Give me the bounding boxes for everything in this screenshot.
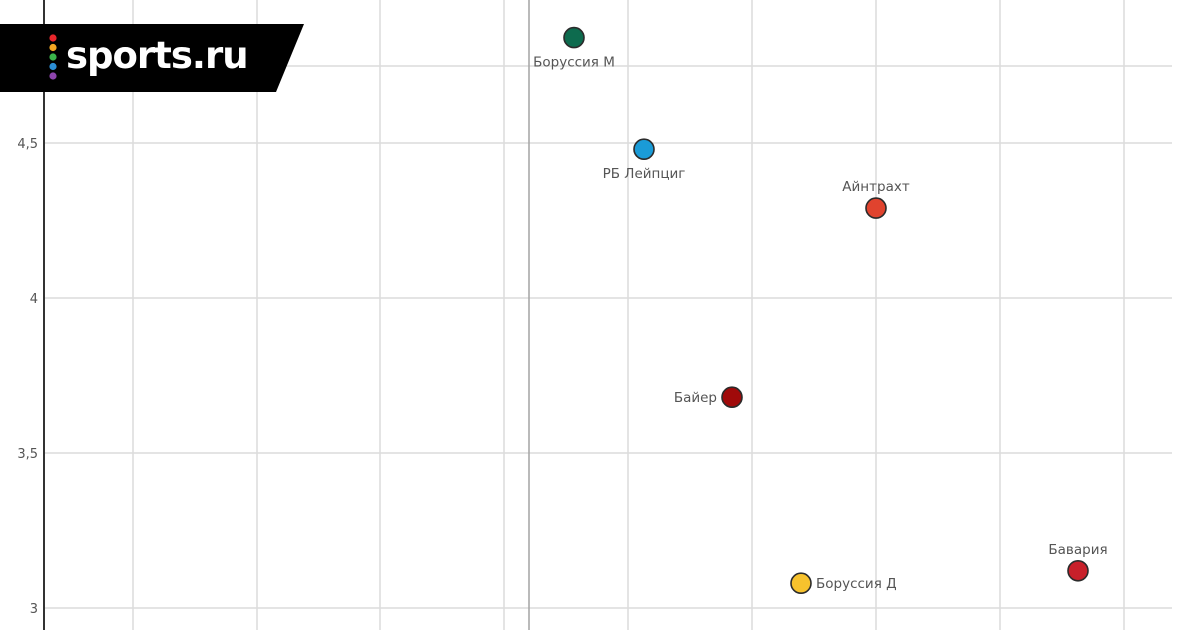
reference-lines	[528, 0, 530, 630]
data-point[interactable]	[721, 386, 743, 409]
data-point[interactable]	[865, 197, 887, 219]
y-tick-labels: 33,544,555,56	[17, 137, 38, 617]
logo-dots-icon	[49, 34, 57, 80]
y-tick-label: 4	[30, 292, 38, 307]
y-tick-label: 4,5	[17, 137, 38, 152]
logo-banner	[0, 24, 304, 92]
logo-dot	[49, 53, 57, 61]
point-label: РБ Лейпциг	[603, 166, 686, 182]
point-label: Боруссия М	[533, 55, 615, 71]
data-point[interactable]	[1067, 559, 1089, 582]
point-labels: ПадерборнХоффенхаймФрайбургМайнцКёльнГер…	[533, 55, 1108, 593]
data-point[interactable]	[790, 572, 812, 595]
point-label: Боруссия Д	[816, 576, 897, 592]
y-tick-label: 3,5	[17, 447, 38, 462]
grid-lines	[44, 0, 1172, 630]
data-points	[563, 26, 1089, 595]
logo-text: sports.ru	[66, 34, 249, 77]
logo-dot	[49, 72, 57, 80]
data-point[interactable]	[563, 26, 585, 49]
data-point[interactable]	[633, 138, 655, 160]
sports-ru-logo[interactable]	[0, 24, 304, 92]
logo-dot	[49, 43, 57, 52]
point-label: Байер	[674, 390, 717, 406]
logo-dot	[49, 34, 57, 42]
point-label: Айнтрахт	[842, 179, 910, 195]
logo-dot	[49, 62, 57, 71]
point-label: Бавария	[1048, 542, 1107, 558]
y-tick-label: 3	[30, 602, 38, 617]
